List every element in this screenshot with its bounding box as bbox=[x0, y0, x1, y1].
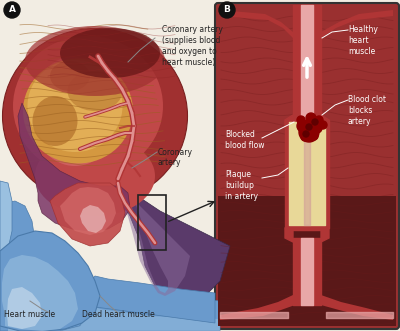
Text: A: A bbox=[8, 6, 16, 15]
Bar bbox=[218, 196, 396, 326]
Circle shape bbox=[306, 113, 316, 123]
Text: Blocked
blood flow: Blocked blood flow bbox=[225, 130, 264, 150]
Polygon shape bbox=[8, 241, 32, 331]
Polygon shape bbox=[2, 255, 78, 331]
Polygon shape bbox=[60, 187, 116, 235]
Polygon shape bbox=[118, 183, 190, 296]
Ellipse shape bbox=[25, 26, 165, 96]
Circle shape bbox=[319, 121, 327, 129]
Text: B: B bbox=[224, 6, 230, 15]
Polygon shape bbox=[50, 183, 125, 246]
Ellipse shape bbox=[23, 59, 133, 164]
Text: Plaque
buildup
in artery: Plaque buildup in artery bbox=[225, 170, 258, 201]
Polygon shape bbox=[321, 295, 393, 320]
Ellipse shape bbox=[28, 60, 122, 152]
Text: Dead heart muscle: Dead heart muscle bbox=[82, 310, 154, 319]
Polygon shape bbox=[7, 287, 42, 329]
Circle shape bbox=[312, 119, 318, 125]
Ellipse shape bbox=[2, 28, 188, 204]
Polygon shape bbox=[0, 181, 12, 251]
Ellipse shape bbox=[68, 71, 122, 111]
Ellipse shape bbox=[30, 56, 120, 166]
Polygon shape bbox=[80, 205, 106, 233]
Text: Healthy
heart
muscle: Healthy heart muscle bbox=[348, 25, 378, 56]
Bar bbox=[138, 195, 166, 250]
Circle shape bbox=[297, 120, 309, 132]
Ellipse shape bbox=[32, 96, 78, 146]
Text: Heart muscle: Heart muscle bbox=[4, 310, 55, 319]
Circle shape bbox=[303, 131, 309, 137]
Ellipse shape bbox=[50, 61, 90, 91]
Circle shape bbox=[219, 2, 235, 18]
Polygon shape bbox=[220, 295, 295, 320]
Circle shape bbox=[301, 133, 309, 141]
Polygon shape bbox=[0, 201, 90, 331]
Polygon shape bbox=[85, 276, 215, 323]
Polygon shape bbox=[285, 115, 293, 130]
Circle shape bbox=[299, 122, 319, 142]
Ellipse shape bbox=[60, 28, 160, 78]
Polygon shape bbox=[58, 259, 220, 331]
Polygon shape bbox=[0, 231, 100, 331]
FancyBboxPatch shape bbox=[215, 3, 399, 329]
Text: Coronary artery
(supplies blood
and oxygen to
heart muscle): Coronary artery (supplies blood and oxyg… bbox=[162, 25, 223, 67]
Circle shape bbox=[4, 2, 20, 18]
Circle shape bbox=[297, 116, 305, 124]
Polygon shape bbox=[220, 10, 293, 38]
Polygon shape bbox=[321, 115, 329, 130]
Polygon shape bbox=[18, 103, 130, 231]
Circle shape bbox=[306, 124, 312, 130]
Circle shape bbox=[312, 123, 322, 133]
Polygon shape bbox=[115, 176, 230, 306]
Polygon shape bbox=[58, 269, 220, 331]
Text: Coronary
artery: Coronary artery bbox=[158, 148, 193, 167]
Circle shape bbox=[310, 132, 318, 140]
Circle shape bbox=[315, 116, 323, 124]
Ellipse shape bbox=[35, 136, 155, 216]
Polygon shape bbox=[285, 224, 293, 242]
Text: Blood clot
blocks
artery: Blood clot blocks artery bbox=[348, 95, 386, 126]
Polygon shape bbox=[321, 10, 393, 38]
Polygon shape bbox=[321, 224, 329, 242]
Ellipse shape bbox=[13, 36, 163, 176]
